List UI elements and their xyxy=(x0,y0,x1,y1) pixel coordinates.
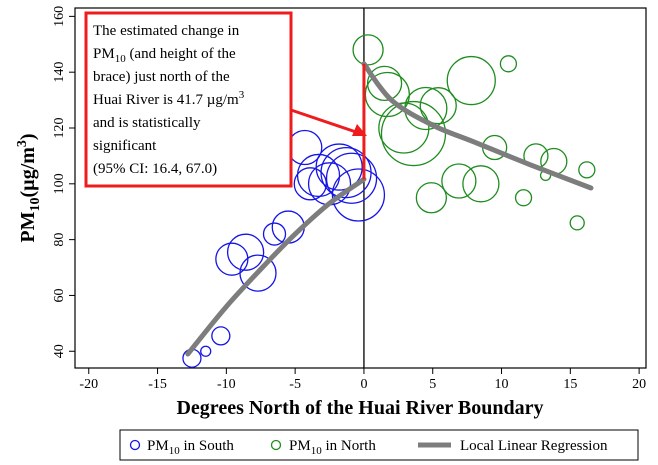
south-point xyxy=(331,168,386,222)
x-tick-label: 20 xyxy=(632,377,646,392)
north-point xyxy=(499,55,518,73)
legend-south-marker xyxy=(129,439,141,451)
x-tick-label: 5 xyxy=(429,377,436,392)
x-tick-label: 0 xyxy=(360,377,367,392)
legend-north-marker xyxy=(270,439,282,451)
annotation-line-6: significant xyxy=(93,138,157,154)
north-point xyxy=(366,65,403,101)
y-axis: 40 60 80 100 120 140 160 xyxy=(52,6,75,358)
y-tick-label: 100 xyxy=(52,173,67,194)
y-tick-label: 80 xyxy=(52,233,67,247)
south-point xyxy=(325,152,378,204)
legend: PM10 in South PM10 in North Local Linear… xyxy=(119,429,639,461)
north-point xyxy=(514,189,533,207)
legend-fit-label: Local Linear Regression xyxy=(460,438,608,454)
legend-south-label: PM10 in South xyxy=(147,438,234,457)
annotation-text: The estimated change in PM10 (and height… xyxy=(93,23,248,177)
south-points xyxy=(182,129,386,368)
south-point xyxy=(293,167,327,201)
annotation-line-2: PM10 (and height of the xyxy=(93,46,236,65)
x-axis-title: Degrees North of the Huai River Boundary xyxy=(176,397,543,419)
annotation-line-4: Huai River is 41.7 µg/m3 xyxy=(93,89,245,108)
x-tick-label: -15 xyxy=(148,377,167,392)
annotation-line-3: brace) just north of the xyxy=(93,69,230,85)
north-point xyxy=(462,165,500,203)
y-tick-label: 140 xyxy=(52,62,67,83)
north-points xyxy=(352,34,596,231)
x-axis: -20 -15 -10 -5 0 5 10 15 20 xyxy=(79,368,646,392)
y-axis-title: PM10(µg/m3) xyxy=(15,133,43,242)
south-point xyxy=(215,242,249,276)
south-point xyxy=(239,254,277,292)
annotation-line-7: (95% CI: 16.4, 67.0) xyxy=(93,161,217,177)
y-tick-label: 160 xyxy=(52,6,67,27)
annotation-line-1: The estimated change in xyxy=(93,23,240,39)
south-point xyxy=(296,153,341,198)
north-point xyxy=(419,87,457,125)
legend-frame xyxy=(119,429,639,461)
annotation-arrowhead xyxy=(352,124,367,136)
y-tick-label: 60 xyxy=(52,288,67,302)
north-point xyxy=(352,34,384,66)
annotation-arrow xyxy=(290,108,357,134)
x-tick-label: -20 xyxy=(79,377,98,392)
y-tick-label: 120 xyxy=(52,118,67,139)
x-tick-label: 15 xyxy=(563,377,577,392)
south-point xyxy=(262,222,287,246)
south-point xyxy=(211,326,231,346)
annotation-box xyxy=(84,11,293,188)
y-tick-label: 40 xyxy=(52,344,67,358)
x-tick-label: 10 xyxy=(495,377,509,392)
south-point xyxy=(315,143,363,191)
north-point xyxy=(578,161,596,179)
south-point xyxy=(200,345,212,357)
annotation-line-5: and is statistically xyxy=(93,115,201,131)
north-point xyxy=(415,182,448,214)
legend-north-label: PM10 in North xyxy=(289,438,376,457)
fit-line-south xyxy=(185,176,367,357)
north-point xyxy=(446,55,496,106)
x-tick-label: -5 xyxy=(289,377,301,392)
x-tick-label: -10 xyxy=(217,377,236,392)
fit-line-north xyxy=(361,61,594,191)
south-point xyxy=(226,233,265,271)
north-point xyxy=(569,215,585,231)
north-point xyxy=(441,163,477,199)
